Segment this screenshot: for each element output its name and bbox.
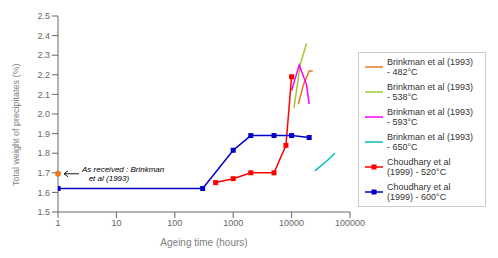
svg-text:1.7: 1.7 bbox=[37, 168, 50, 178]
svg-text:2.3: 2.3 bbox=[37, 50, 50, 60]
svg-text:As received : Brinkman et al: As received : Brinkman et al (1993) bbox=[81, 165, 165, 183]
html-text:Brinkman et al (1993) - 482°C: Brinkman et al (1993) - 482°C bbox=[387, 56, 473, 77]
svg-text:1000: 1000 bbox=[223, 218, 243, 228]
html-text:Brinkman et al (1993) - 593°C: Brinkman et al (1993) - 593°C bbox=[387, 106, 473, 127]
svg-text:10000: 10000 bbox=[279, 218, 304, 228]
svg-text:1.9: 1.9 bbox=[37, 129, 50, 139]
svg-text:2.2: 2.2 bbox=[37, 70, 50, 80]
html-text:Choudhary et al (1999) - 600°C: Choudhary et al (1999) - 600°C bbox=[387, 181, 451, 202]
svg-text:2.1: 2.1 bbox=[37, 90, 50, 100]
svg-text:10: 10 bbox=[111, 218, 121, 228]
svg-text:1.5: 1.5 bbox=[37, 207, 50, 217]
svg-text:100: 100 bbox=[167, 218, 182, 228]
svg-text:2.4: 2.4 bbox=[37, 31, 50, 41]
svg-text:1.8: 1.8 bbox=[37, 148, 50, 158]
svg-text:1.6: 1.6 bbox=[37, 188, 50, 198]
html-text:Brinkman et al (1993) - 650°C: Brinkman et al (1993) - 650°C bbox=[387, 131, 473, 152]
svg-text:2.0: 2.0 bbox=[37, 109, 50, 119]
svg-text:Ageing time (hours): Ageing time (hours) bbox=[160, 237, 247, 248]
html-text:Choudhary et al (1999) - 520°C: Choudhary et al (1999) - 520°C bbox=[387, 156, 451, 177]
svg-text:2.5: 2.5 bbox=[37, 11, 50, 21]
svg-text:Total weight of precipitates (: Total weight of precipitates (%) bbox=[11, 63, 21, 186]
html-text:Brinkman et al (1993) - 538°C: Brinkman et al (1993) - 538°C bbox=[387, 81, 473, 102]
svg-text:1: 1 bbox=[55, 218, 60, 228]
svg-text:100000: 100000 bbox=[335, 218, 365, 228]
